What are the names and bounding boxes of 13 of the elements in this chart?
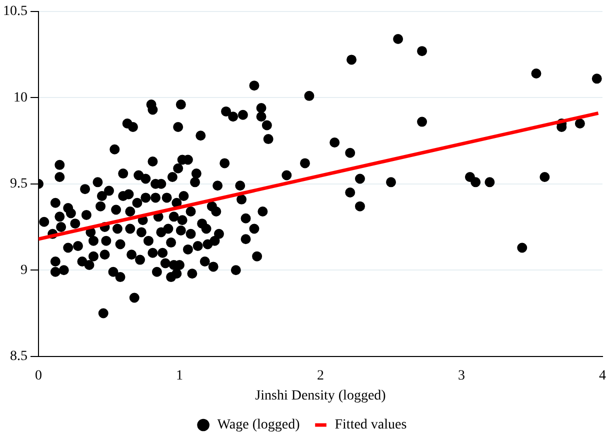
x-tick-label: 2 [317,368,324,384]
x-tick-label: 0 [35,368,42,384]
y-tick-label: 10 [14,90,28,106]
x-axis-title: Jinshi Density (logged) [255,388,386,404]
legend-label: Wage (logged) [217,418,300,433]
x-tick-label: 3 [458,368,465,384]
x-tick-label: 4 [599,368,606,384]
y-tick-label: 9.5 [10,176,28,192]
legend-label: Fitted values [334,418,407,433]
y-tick-label: 10.5 [3,4,28,20]
y-tick-label: 9 [20,262,28,278]
y-tick-label: 8.5 [10,349,28,364]
x-tick-label: 1 [176,368,183,384]
